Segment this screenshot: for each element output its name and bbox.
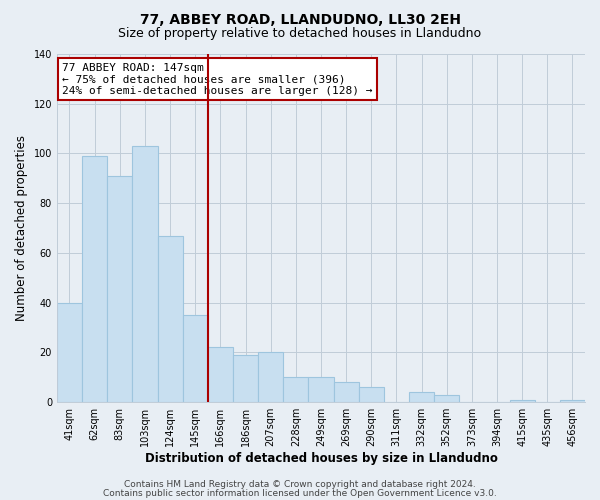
Bar	[158, 236, 182, 402]
Y-axis label: Number of detached properties: Number of detached properties	[15, 135, 28, 321]
Text: 77 ABBEY ROAD: 147sqm
← 75% of detached houses are smaller (396)
24% of semi-det: 77 ABBEY ROAD: 147sqm ← 75% of detached …	[62, 62, 373, 96]
Bar	[334, 382, 359, 402]
Text: Size of property relative to detached houses in Llandudno: Size of property relative to detached ho…	[118, 28, 482, 40]
Bar	[233, 355, 258, 402]
Bar	[409, 392, 434, 402]
Bar	[509, 400, 535, 402]
Bar	[258, 352, 283, 402]
Bar	[57, 302, 82, 402]
Text: Contains public sector information licensed under the Open Government Licence v3: Contains public sector information licen…	[103, 488, 497, 498]
Bar	[133, 146, 158, 402]
Bar	[82, 156, 107, 402]
Bar	[560, 400, 585, 402]
Bar	[208, 348, 233, 402]
Text: Contains HM Land Registry data © Crown copyright and database right 2024.: Contains HM Land Registry data © Crown c…	[124, 480, 476, 489]
Bar	[308, 378, 334, 402]
Bar	[107, 176, 133, 402]
X-axis label: Distribution of detached houses by size in Llandudno: Distribution of detached houses by size …	[145, 452, 497, 465]
Bar	[283, 378, 308, 402]
Bar	[359, 388, 384, 402]
Bar	[434, 394, 459, 402]
Text: 77, ABBEY ROAD, LLANDUDNO, LL30 2EH: 77, ABBEY ROAD, LLANDUDNO, LL30 2EH	[139, 12, 461, 26]
Bar	[182, 315, 208, 402]
